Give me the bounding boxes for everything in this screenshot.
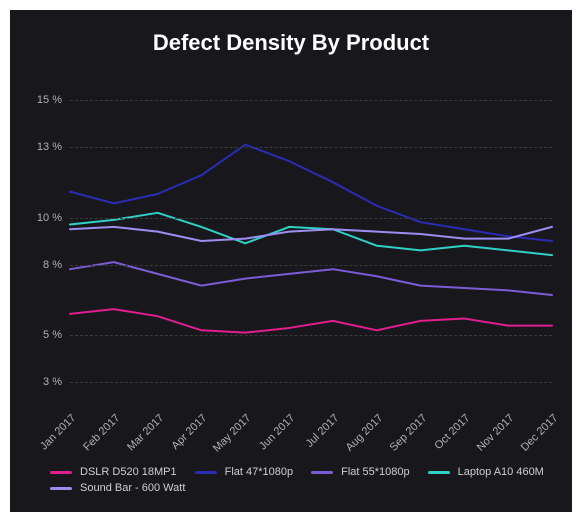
x-tick-label: May 2017 <box>211 412 254 455</box>
x-tick-label: Jun 2017 <box>257 412 297 452</box>
series-line <box>70 262 552 295</box>
legend-label: DSLR D520 18MP1 <box>80 466 177 478</box>
x-tick-label: Aug 2017 <box>343 412 385 454</box>
y-tick-label: 5 % <box>26 329 62 341</box>
legend-swatch <box>311 471 333 474</box>
legend-item: Laptop A10 460M <box>428 466 544 478</box>
y-gridline <box>70 100 552 101</box>
y-tick-label: 13 % <box>26 141 62 153</box>
x-tick-label: Feb 2017 <box>81 412 122 453</box>
x-tick-label: Mar 2017 <box>125 412 166 453</box>
y-tick-label: 15 % <box>26 94 62 106</box>
series-line <box>70 145 552 241</box>
legend-item: Flat 47*1080p <box>195 466 294 478</box>
series-line <box>70 309 552 333</box>
legend-item: Flat 55*1080p <box>311 466 410 478</box>
y-gridline <box>70 218 552 219</box>
legend-item: Sound Bar - 600 Watt <box>50 482 185 494</box>
y-gridline <box>70 335 552 336</box>
x-tick-label: Apr 2017 <box>170 412 210 452</box>
legend-swatch <box>195 471 217 474</box>
y-tick-label: 8 % <box>26 259 62 271</box>
y-tick-label: 10 % <box>26 212 62 224</box>
legend-swatch <box>428 471 450 474</box>
x-tick-label: Dec 2017 <box>519 412 561 454</box>
y-gridline <box>70 147 552 148</box>
series-line <box>70 213 552 255</box>
chart-legend: DSLR D520 18MP1 Flat 47*1080p Flat 55*1080… <box>50 466 552 494</box>
legend-label: Laptop A10 460M <box>458 466 544 478</box>
x-tick-label: Jan 2017 <box>38 412 78 452</box>
chart-plot-area: 3 %5 %8 %10 %13 %15 %Jan 2017Feb 2017Mar… <box>70 100 552 382</box>
legend-label: Sound Bar - 600 Watt <box>80 482 185 494</box>
y-gridline <box>70 265 552 266</box>
legend-swatch <box>50 487 72 490</box>
y-gridline <box>70 382 552 383</box>
legend-swatch <box>50 471 72 474</box>
y-tick-label: 3 % <box>26 376 62 388</box>
legend-label: Flat 47*1080p <box>225 466 294 478</box>
x-tick-label: Jul 2017 <box>303 412 341 450</box>
x-tick-label: Sep 2017 <box>387 412 429 454</box>
x-tick-label: Oct 2017 <box>433 412 473 452</box>
legend-label: Flat 55*1080p <box>341 466 410 478</box>
x-tick-label: Nov 2017 <box>475 412 517 454</box>
chart-panel: Defect Density By Product 3 %5 %8 %10 %1… <box>10 10 572 512</box>
chart-title: Defect Density By Product <box>10 10 572 56</box>
line-series-svg <box>70 100 552 382</box>
legend-item: DSLR D520 18MP1 <box>50 466 177 478</box>
